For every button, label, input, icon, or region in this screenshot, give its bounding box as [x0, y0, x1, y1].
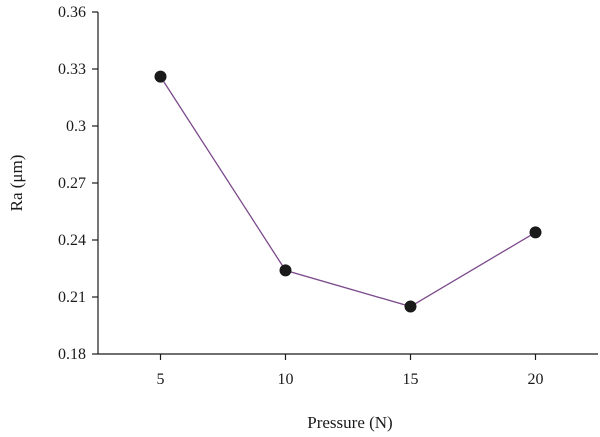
y-tick-label: 0.33	[58, 61, 86, 78]
y-tick-label: 0.3	[66, 118, 86, 135]
y-axis-title: Ra (μm)	[7, 155, 26, 212]
series	[154, 70, 542, 313]
y-tick-label: 0.21	[58, 289, 86, 306]
x-ticks: 5 10 15 20	[157, 354, 544, 388]
y-tick-label: 0.36	[58, 4, 86, 21]
x-tick-label: 5	[157, 371, 165, 388]
data-point	[529, 226, 542, 239]
y-tick-label: 0.18	[58, 346, 86, 363]
series-line	[159, 76, 536, 308]
x-tick-label: 10	[278, 371, 294, 388]
y-ticks: 0.36 0.33 0.3 0.27 0.24 0.21 0.18	[58, 4, 98, 363]
x-tick-label: 20	[528, 371, 544, 388]
data-point	[154, 70, 167, 83]
x-tick-label: 15	[403, 371, 419, 388]
y-tick-label: 0.27	[58, 175, 86, 192]
data-point	[279, 264, 292, 277]
x-axis-title: Pressure (N)	[307, 413, 392, 432]
y-tick-label: 0.24	[58, 232, 86, 249]
data-point	[404, 300, 417, 313]
axes	[97, 12, 598, 355]
